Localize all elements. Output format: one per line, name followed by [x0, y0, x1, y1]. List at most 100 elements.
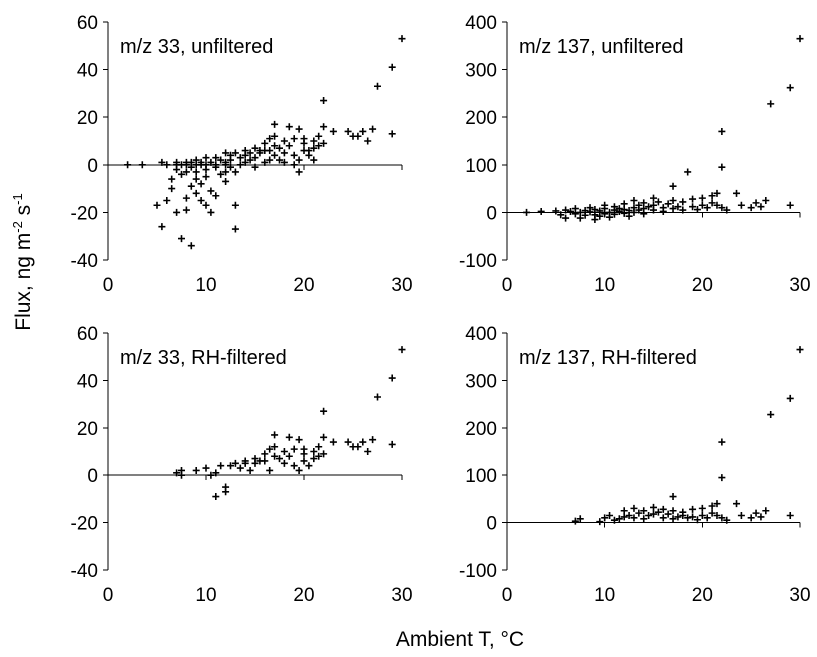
y-tick-label: -20: [71, 514, 98, 535]
data-point: [625, 212, 633, 220]
data-point: [310, 137, 318, 145]
data-point: [231, 459, 239, 467]
data-point: [182, 168, 190, 176]
data-point: [650, 201, 657, 209]
data-point: [315, 132, 323, 140]
data-point: [684, 514, 692, 522]
x-tick-label: 0: [502, 585, 513, 606]
data-point: [703, 204, 711, 212]
data-point: [669, 197, 677, 204]
data-point: [182, 206, 190, 214]
data-point: [786, 84, 794, 92]
data-point: [723, 206, 731, 214]
data-point: [182, 194, 190, 202]
data-point: [767, 100, 775, 108]
data-point: [359, 438, 367, 446]
data-point: [197, 180, 205, 188]
data-point: [280, 459, 288, 467]
data-point: [295, 156, 303, 164]
data-point: [295, 125, 303, 133]
data-point: [227, 462, 234, 470]
data-point: [300, 445, 308, 453]
data-point: [295, 168, 303, 176]
data-point: [752, 199, 760, 207]
data-point: [615, 515, 623, 523]
data-point: [625, 511, 633, 519]
data-point: [290, 151, 298, 159]
data-point: [227, 156, 234, 164]
data-point: [786, 511, 794, 519]
x-tick-label: 30: [391, 585, 412, 606]
data-point: [217, 156, 225, 164]
panel-title: m/z 137, unfiltered: [519, 36, 684, 58]
data-point: [684, 168, 692, 176]
data-point: [124, 161, 132, 169]
data-point: [689, 203, 697, 211]
y-tick-label: 40: [77, 61, 98, 82]
data-point: [320, 139, 328, 147]
y-tick-label: 300: [465, 61, 497, 82]
data-point: [173, 208, 181, 216]
data-point: [630, 504, 638, 512]
x-tick-label: 0: [103, 275, 114, 296]
data-point: [231, 168, 239, 176]
data-point: [398, 346, 406, 354]
data-point: [153, 201, 161, 209]
data-point: [231, 201, 239, 209]
data-point: [586, 208, 594, 216]
data-point: [388, 130, 396, 138]
data-point: [752, 509, 760, 517]
data-point: [207, 158, 215, 166]
data-point: [674, 513, 682, 521]
data-point: [708, 509, 716, 517]
data-point: [581, 211, 589, 219]
data-point: [290, 462, 298, 470]
data-point: [698, 194, 706, 202]
data-point: [310, 156, 318, 164]
x-tick-label: 20: [692, 585, 713, 606]
data-point: [222, 168, 230, 176]
data-point: [178, 235, 185, 243]
data-point: [591, 206, 599, 214]
data-point: [591, 216, 599, 224]
data-point: [178, 170, 185, 178]
data-point: [650, 510, 657, 518]
data-point: [713, 189, 721, 197]
data-point: [217, 170, 225, 178]
data-point: [669, 182, 677, 190]
data-point: [271, 443, 279, 451]
data-point: [606, 511, 614, 519]
y-tick-label: 20: [77, 419, 98, 440]
data-point: [241, 457, 249, 465]
data-point: [571, 517, 579, 525]
data-point: [285, 123, 293, 131]
data-point: [266, 156, 274, 164]
data-point: [620, 200, 628, 208]
data-point: [212, 493, 220, 501]
data-point: [261, 457, 269, 465]
y-tick-label: 100: [465, 466, 497, 487]
data-point: [227, 163, 234, 171]
data-point: [354, 132, 362, 140]
data-point: [261, 450, 269, 458]
data-point: [285, 142, 293, 150]
data-point: [320, 123, 328, 131]
data-point: [295, 466, 303, 474]
data-point: [601, 514, 609, 522]
data-point: [562, 214, 570, 222]
data-point: [610, 203, 618, 211]
data-point: [320, 407, 328, 415]
data-point: [212, 192, 220, 200]
data-point: [320, 450, 328, 458]
y-tick-label: 60: [77, 324, 98, 345]
data-point: [359, 127, 367, 135]
data-point: [261, 158, 269, 166]
data-point: [713, 500, 721, 508]
data-point: [222, 158, 230, 166]
data-point: [693, 206, 701, 214]
data-point: [523, 208, 531, 216]
data-point: [640, 515, 648, 523]
data-point: [596, 212, 604, 220]
data-point: [251, 459, 259, 467]
y-tick-label: 0: [87, 466, 98, 487]
